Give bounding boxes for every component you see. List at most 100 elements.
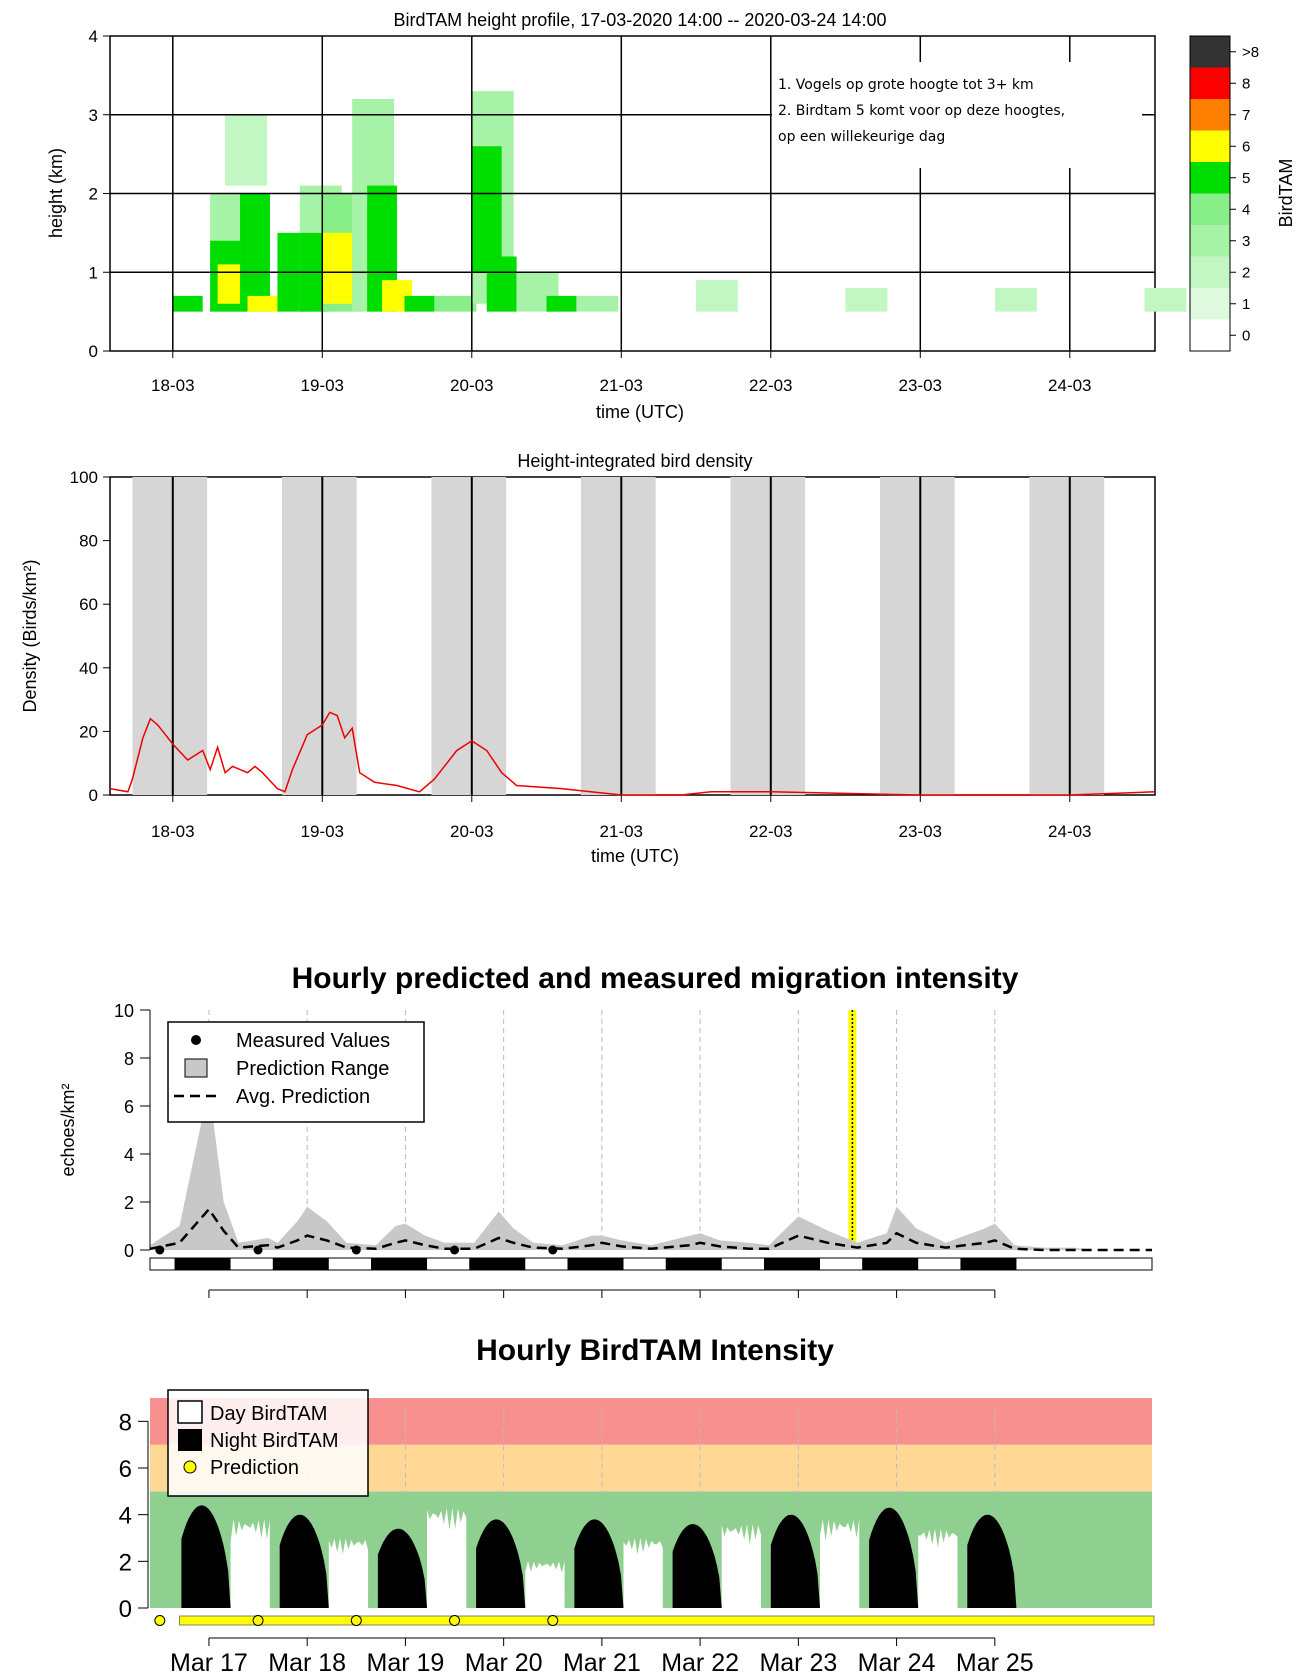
y-tick-label: 2 [89, 185, 98, 204]
legend-measured-values: Measured Values [236, 1030, 390, 1052]
y-tick-label: 40 [79, 659, 98, 678]
x-tick-label: 24-03 [1048, 822, 1091, 841]
heat-cell [404, 295, 435, 312]
migration-title: Hourly predicted and measured migration … [292, 962, 1019, 995]
measured-point [548, 1245, 558, 1255]
migration-legend: Measured Values Prediction Range Avg. Pr… [167, 1021, 425, 1123]
migration-x-ticks [208, 1289, 996, 1298]
night-birdtam-bars [181, 1505, 1017, 1608]
legend-avg-prediction: Avg. Prediction [236, 1086, 370, 1108]
x-tick-label: 23-03 [899, 822, 942, 841]
night-band [879, 477, 955, 795]
height-profile-cells [172, 91, 1187, 312]
annotation-line-3: op een willekeurige dag [778, 129, 945, 145]
y-tick-label: 8 [119, 1409, 132, 1436]
density-y-label: Density (Birds/km²) [20, 559, 40, 712]
height-profile-y-axis: 0 1 2 3 4 [89, 27, 110, 361]
colorbar-swatch [1190, 225, 1230, 257]
height-profile-gridlines [110, 36, 1155, 351]
prediction-point [547, 1615, 559, 1626]
y-tick-label: 20 [79, 722, 98, 741]
colorbar-swatch [1190, 288, 1230, 320]
annotation-line-2: 2. Birdtam 5 komt voor op deze hoogtes, [778, 103, 1065, 119]
heat-cell [995, 288, 1037, 312]
colorbar-label: 8 [1242, 75, 1250, 92]
density-night-bands [132, 477, 1105, 795]
heat-cell [845, 288, 888, 312]
heat-cell [434, 295, 477, 312]
x-tick-label: 21-03 [600, 376, 643, 395]
height-profile-chart: BirdTAM height profile, 17-03-2020 14:00… [46, 10, 1296, 422]
y-tick-label: 2 [119, 1549, 132, 1576]
colorbar-swatch [1190, 99, 1230, 131]
migration-y-axis: 0 2 4 6 8 10 [114, 1001, 151, 1261]
birdtam-x-axis: Mar 17 Mar 18 Mar 19 Mar 20 Mar 21 Mar 22 Mar … [170, 1637, 1034, 1677]
height-profile-y-label: height (km) [46, 148, 66, 238]
colorbar-swatch [1190, 130, 1230, 162]
prediction-point [350, 1615, 362, 1626]
night-segment [862, 1258, 919, 1270]
annotation-box [772, 62, 1142, 168]
colorbar-label: 6 [1242, 138, 1250, 155]
colorbar-label: 5 [1242, 170, 1250, 187]
prediction-legend-symbol [183, 1460, 197, 1474]
prediction-range-legend-symbol [184, 1058, 208, 1078]
y-tick-label: 4 [119, 1503, 132, 1530]
y-tick-label: 0 [89, 342, 98, 361]
heat-cell [696, 280, 738, 312]
night-segment [960, 1258, 1017, 1270]
y-tick-label: 1 [89, 263, 98, 282]
night-band [281, 477, 357, 795]
x-tick-label: Mar 18 [268, 1649, 346, 1677]
y-tick-label: 10 [114, 1001, 134, 1021]
legend-night-birdtam: Night BirdTAM [210, 1430, 339, 1452]
night-band [580, 477, 656, 795]
y-tick-label: 60 [79, 595, 98, 614]
birdtam-legend: Day BirdTAM Night BirdTAM Prediction [167, 1389, 369, 1497]
night-bar [967, 1514, 1017, 1608]
avg-prediction-line [149, 1207, 1152, 1252]
colorbar-swatch [1190, 36, 1230, 68]
birdtam-intensity-title: Hourly BirdTAM Intensity [476, 1334, 834, 1367]
measured-point [253, 1245, 263, 1255]
height-profile-x-label: time (UTC) [596, 402, 684, 422]
x-tick-label: Mar 24 [858, 1649, 936, 1677]
y-tick-label: 0 [119, 1596, 132, 1623]
prediction-points [154, 1615, 1155, 1626]
height-profile-title: BirdTAM height profile, 17-03-2020 14:00… [394, 10, 887, 30]
density-x-label: time (UTC) [591, 846, 679, 866]
colorbar-swatch [1190, 162, 1230, 194]
heat-cell [576, 295, 619, 312]
night-bar [279, 1514, 329, 1608]
x-tick-label: 20-03 [450, 822, 493, 841]
birdtam-y-axis: 0 2 4 6 8 [119, 1409, 149, 1623]
x-tick-label: Mar 21 [563, 1649, 641, 1677]
heat-cell [172, 295, 203, 312]
prediction-point [252, 1615, 264, 1626]
colorbar-label: 3 [1242, 233, 1250, 250]
night-bar [869, 1507, 919, 1608]
migration-intensity-chart: Hourly predicted and measured migration … [58, 962, 1153, 1298]
y-tick-label: 3 [89, 106, 98, 125]
night-segment [272, 1258, 329, 1270]
prediction-point [154, 1615, 166, 1626]
y-tick-label: 80 [79, 532, 98, 551]
night-bar [476, 1519, 526, 1608]
night-birdtam-legend-symbol [178, 1429, 202, 1451]
legend-day-birdtam: Day BirdTAM [210, 1403, 327, 1425]
night-segment [371, 1258, 428, 1270]
night-bar [574, 1519, 624, 1608]
colorbar-swatch [1190, 256, 1230, 288]
night-band [1029, 477, 1105, 795]
x-tick-label: 21-03 [600, 822, 643, 841]
annotation-line-1: 1. Vogels op grote hoogte tot 3+ km [778, 77, 1034, 93]
heat-cell [471, 146, 502, 273]
heat-cell [247, 295, 278, 312]
height-profile-x-axis: 18-03 19-03 20-03 21-03 22-03 23-03 24-03 [151, 351, 1092, 395]
colorbar-label: 0 [1242, 327, 1250, 344]
x-tick-label: 19-03 [301, 376, 344, 395]
heat-cell [486, 256, 517, 312]
y-tick-label: 4 [89, 27, 98, 46]
x-tick-label: 22-03 [749, 376, 792, 395]
heat-cell [225, 114, 267, 186]
